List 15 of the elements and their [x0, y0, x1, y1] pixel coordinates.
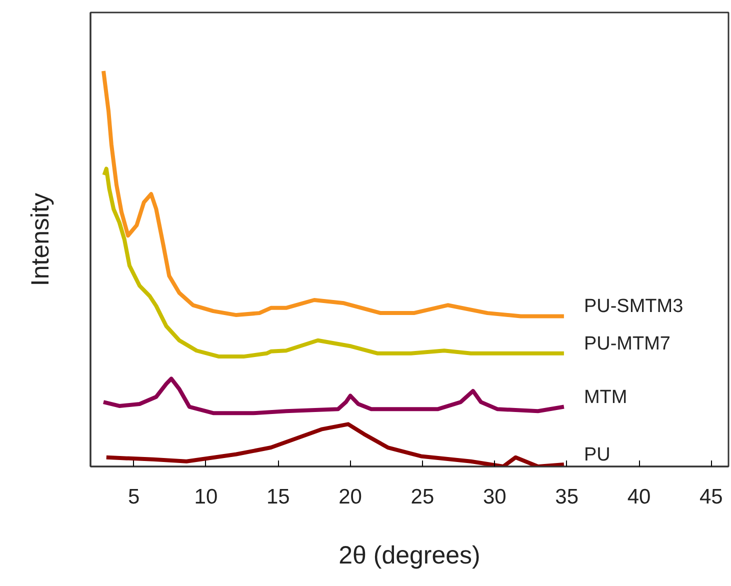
x-tick-label: 15	[266, 486, 290, 508]
x-tick-label: 20	[338, 486, 362, 508]
x-tick-label: 5	[128, 486, 140, 508]
x-tick-label: 40	[627, 486, 651, 508]
series-label: MTM	[584, 386, 628, 408]
series-label: PU-SMTM3	[584, 296, 684, 318]
series-label: PU	[584, 444, 610, 466]
series-label: PU-MTM7	[584, 333, 671, 354]
x-axis-title: 2θ (degrees)	[338, 542, 480, 570]
x-tick-label: 35	[555, 486, 579, 508]
x-tick-label: 10	[194, 486, 218, 508]
x-tick-label: 30	[482, 486, 506, 508]
x-tick-label: 25	[410, 486, 434, 508]
y-axis-title: Intensity	[26, 192, 54, 286]
x-tick-label: 45	[700, 486, 723, 508]
